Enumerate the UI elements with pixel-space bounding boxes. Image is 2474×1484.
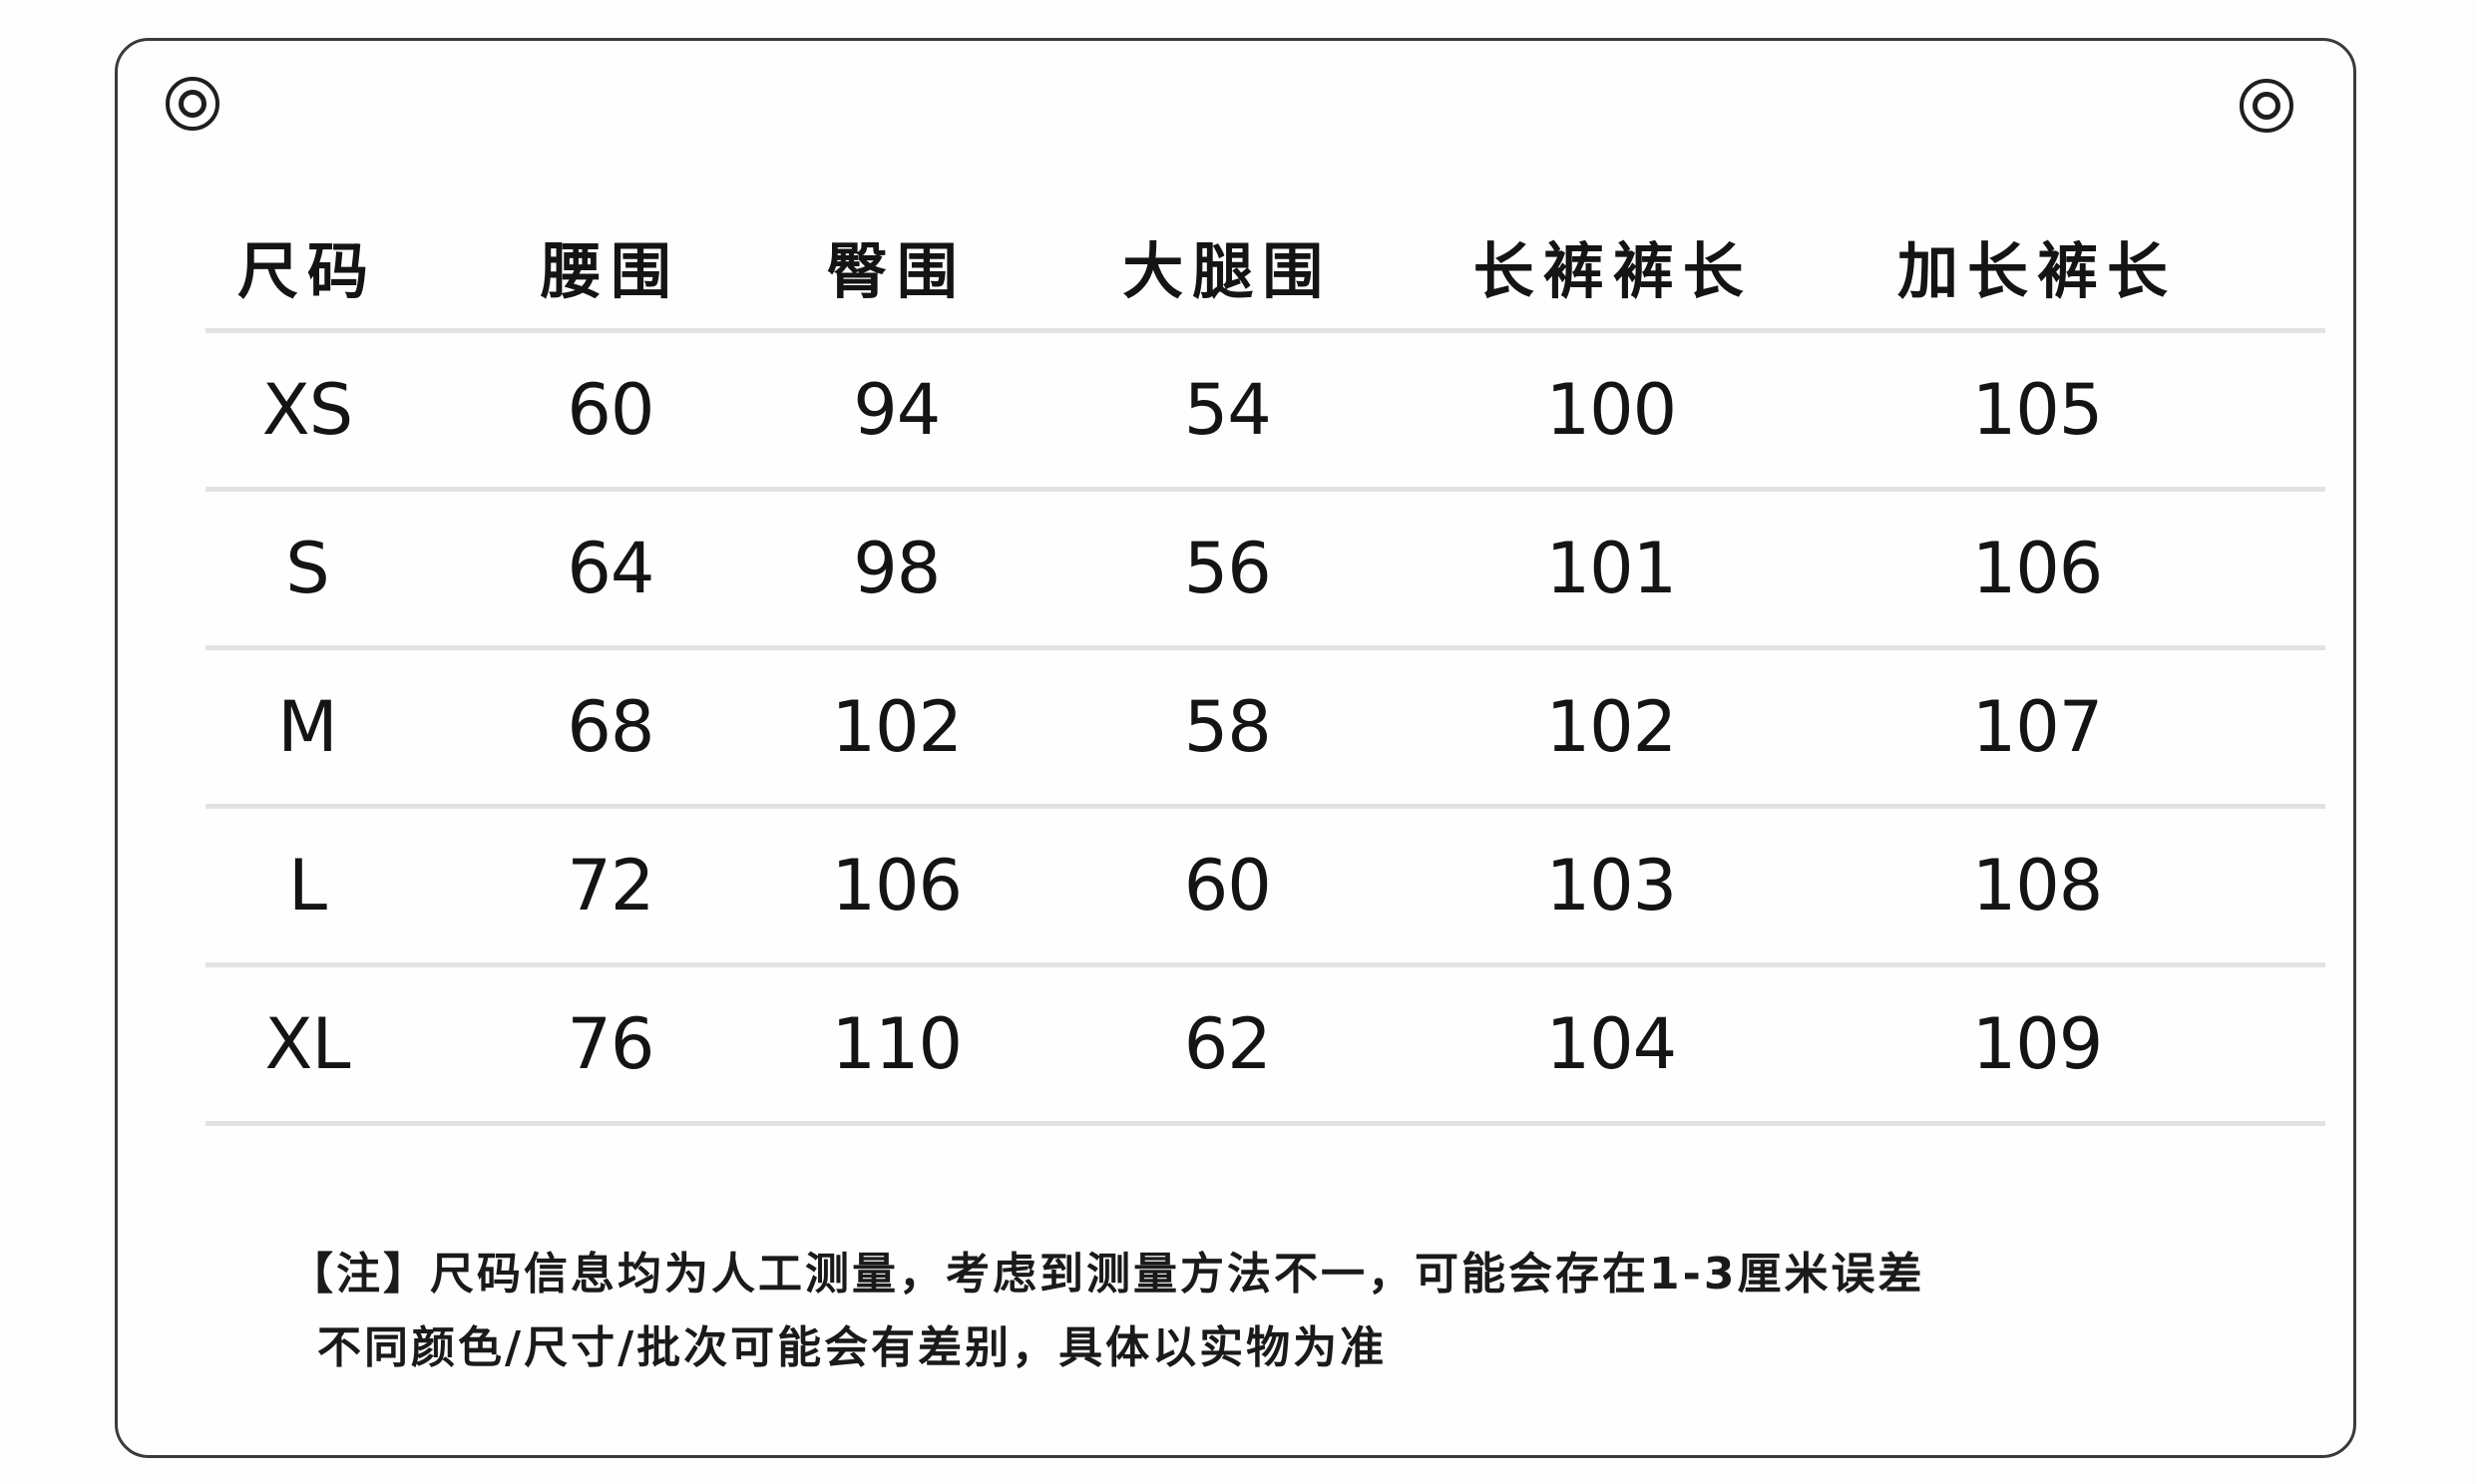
size-cell: M xyxy=(277,686,337,768)
value-cell: 76 xyxy=(567,1003,654,1085)
size-cell: L xyxy=(288,845,327,927)
column-header: 长裤裤长 xyxy=(1472,236,1753,307)
value-cell: 98 xyxy=(853,528,941,609)
value-cell: 68 xyxy=(567,686,654,768)
value-cell: 106 xyxy=(831,845,963,927)
column-header: 臀围 xyxy=(826,236,967,307)
column-header: 大腿围 xyxy=(1122,236,1333,307)
value-cell: 107 xyxy=(1971,686,2104,768)
size-table: 尺码 腰围 臀围 大腿围 长裤裤长 加长裤长 XS 60 94 54 100 105 S 64 98 56 1… xyxy=(206,41,2325,1126)
note-line-2: 不同颜色/尺寸/批次可能会有差别，具体以实物为准 xyxy=(317,1322,1388,1373)
value-cell: 101 xyxy=(1545,528,1678,609)
value-cell: 110 xyxy=(831,1003,963,1085)
grommet-icon xyxy=(2240,79,2293,133)
value-cell: 62 xyxy=(1183,1003,1272,1085)
value-cell: 64 xyxy=(567,528,654,609)
column-header: 加长裤长 xyxy=(1896,236,2177,307)
table-row: XS 60 94 54 100 105 xyxy=(206,333,2325,492)
size-cell: XL xyxy=(264,1003,351,1085)
value-cell: 105 xyxy=(1971,369,2104,451)
size-chart-card: 尺码 腰围 臀围 大腿围 长裤裤长 加长裤长 XS 60 94 54 100 105 S 64 98 56 1… xyxy=(115,38,2356,1458)
value-cell: 102 xyxy=(1545,686,1678,768)
table-row: S 64 98 56 101 106 xyxy=(206,492,2325,650)
value-cell: 54 xyxy=(1183,369,1272,451)
measurement-note: 【注】尺码信息均为人工测量，考虑到测量方法不一，可能会存在1-3厘米误差 不同颜… xyxy=(289,1238,1925,1385)
value-cell: 58 xyxy=(1183,686,1272,768)
value-cell: 102 xyxy=(831,686,963,768)
value-cell: 109 xyxy=(1971,1003,2104,1085)
value-cell: 60 xyxy=(567,369,654,451)
value-cell: 56 xyxy=(1183,528,1272,609)
table-row: M 68 102 58 102 107 xyxy=(206,650,2325,809)
value-cell: 100 xyxy=(1545,369,1678,451)
grommet-icon xyxy=(166,77,219,131)
size-table-body: XS 60 94 54 100 105 S 64 98 56 101 106 M 68 102 58 102 10… xyxy=(206,333,2325,1126)
value-cell: 104 xyxy=(1545,1003,1678,1085)
header-row: 尺码 腰围 臀围 大腿围 长裤裤长 加长裤长 xyxy=(206,41,2325,333)
column-header: 腰围 xyxy=(540,236,680,307)
value-cell: 94 xyxy=(853,369,941,451)
size-cell: XS xyxy=(261,369,353,451)
column-header: 尺码 xyxy=(236,236,377,307)
value-cell: 72 xyxy=(567,845,654,927)
size-cell: S xyxy=(285,528,329,609)
table-row: L 72 106 60 103 108 xyxy=(206,809,2325,967)
note-line-1: 【注】尺码信息均为人工测量，考虑到测量方法不一，可能会存在1-3厘米误差 xyxy=(289,1249,1925,1299)
table-row: XL 76 110 62 104 109 xyxy=(206,967,2325,1126)
value-cell: 60 xyxy=(1183,845,1272,927)
value-cell: 103 xyxy=(1545,845,1678,927)
value-cell: 108 xyxy=(1971,845,2104,927)
value-cell: 106 xyxy=(1971,528,2104,609)
